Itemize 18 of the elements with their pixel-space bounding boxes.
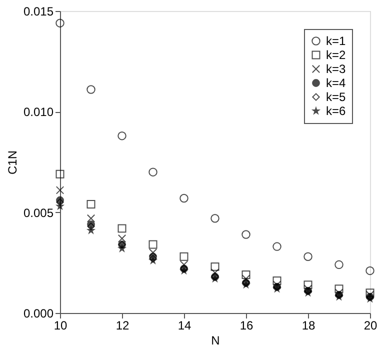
legend-label: k=6 — [326, 104, 346, 118]
x-tick-label: 20 — [364, 318, 378, 332]
legend-label: k=4 — [326, 76, 346, 90]
y-tick-label: 0.015 — [23, 4, 54, 18]
legend-label: k=5 — [326, 90, 346, 104]
x-tick-label: 14 — [178, 318, 192, 332]
legend-label: k=3 — [326, 62, 346, 76]
x-tick-label: 18 — [302, 318, 316, 332]
y-tick-label: 0.005 — [23, 206, 54, 220]
legend-label: k=2 — [326, 48, 346, 62]
y-tick-label: 0.010 — [23, 105, 54, 120]
y-tick-label: 0.000 — [23, 306, 54, 320]
y-axis-title: C1N — [5, 150, 20, 175]
x-tick-label: 10 — [54, 318, 68, 332]
x-tick-label: 12 — [116, 318, 130, 332]
legend-label: k=1 — [326, 34, 346, 48]
x-tick-label: 16 — [240, 318, 254, 332]
x-axis-title: N — [211, 334, 220, 348]
